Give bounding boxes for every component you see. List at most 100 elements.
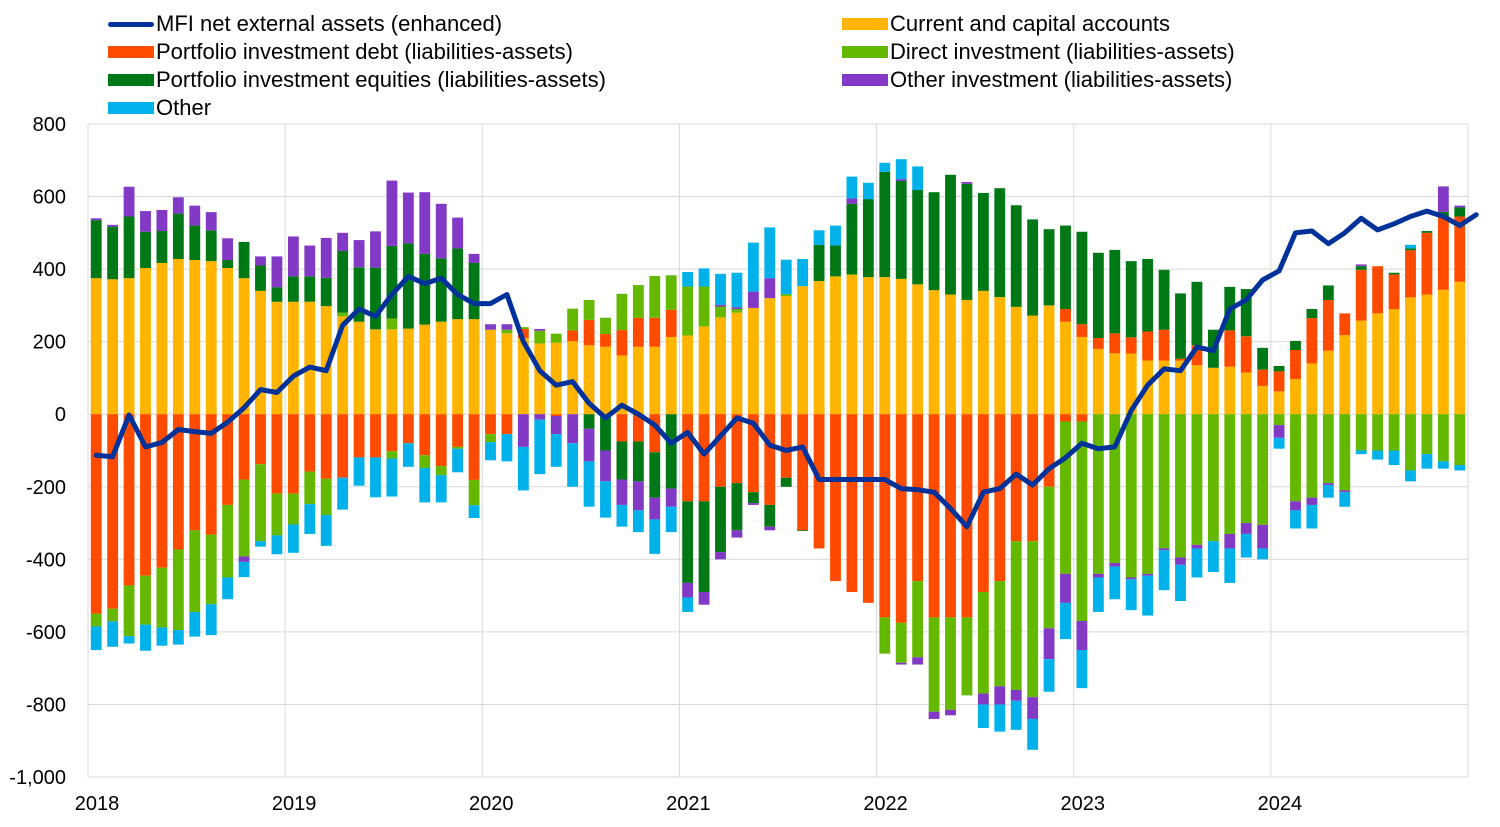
- bar-other: [682, 597, 694, 612]
- bar-current-capital: [1421, 294, 1433, 415]
- bar-portfolio-equities: [386, 245, 398, 319]
- bar-portfolio-debt: [550, 414, 562, 417]
- bar-portfolio-debt: [912, 414, 924, 582]
- bar-portfolio-equities: [156, 231, 168, 263]
- bar-portfolio-debt: [1060, 414, 1071, 422]
- bar-other: [1405, 470, 1416, 482]
- bar-current-capital: [222, 268, 234, 415]
- bar-other-investment: [501, 324, 513, 330]
- bar-other-investment: [534, 414, 546, 420]
- bar-portfolio-debt: [271, 414, 283, 494]
- bar-other: [1092, 577, 1104, 612]
- bar-other-investment: [534, 328, 546, 331]
- bar-current-capital: [1388, 309, 1400, 415]
- bar-other-investment: [550, 416, 562, 435]
- bar-other: [386, 458, 398, 497]
- bar-portfolio-equities: [1405, 248, 1416, 251]
- x-tick-label: 2019: [272, 793, 317, 815]
- bar-direct-investment: [1372, 414, 1384, 451]
- bar-portfolio-debt: [1076, 414, 1088, 422]
- x-tick-label: 2020: [469, 793, 514, 815]
- bar-current-capital: [271, 301, 283, 415]
- bar-current-capital: [534, 343, 546, 415]
- bar-current-capital: [879, 277, 891, 415]
- bar-other-investment: [731, 307, 743, 310]
- legend-swatch: [842, 18, 888, 30]
- bar-other: [895, 159, 907, 180]
- bar-portfolio-equities: [912, 190, 924, 285]
- bar-portfolio-debt: [1372, 266, 1384, 314]
- bar-current-capital: [90, 278, 102, 415]
- y-tick-label: -400: [26, 549, 66, 571]
- bar-portfolio-debt: [764, 414, 776, 505]
- bar-portfolio-equities: [304, 276, 316, 302]
- bar-other: [90, 626, 102, 651]
- bar-other: [370, 457, 381, 498]
- bar-other-investment: [353, 240, 365, 268]
- bar-portfolio-debt: [879, 414, 891, 618]
- bar-direct-investment: [1306, 414, 1318, 498]
- bar-other-investment: [747, 291, 759, 308]
- bar-other: [255, 541, 266, 547]
- bar-portfolio-equities: [1043, 229, 1055, 306]
- legend-label: Current and capital accounts: [890, 11, 1171, 36]
- bar-portfolio-equities: [1010, 205, 1022, 307]
- bar-current-capital: [1207, 367, 1219, 415]
- bar-portfolio-debt: [402, 414, 414, 444]
- bar-direct-investment: [1207, 414, 1219, 542]
- legend-swatch: [842, 74, 888, 86]
- bar-current-capital: [698, 326, 710, 415]
- y-tick-label: 400: [33, 259, 66, 281]
- bar-other: [1175, 564, 1186, 602]
- bar-direct-investment: [271, 493, 283, 536]
- bar-other: [1125, 579, 1137, 611]
- y-tick-label: -800: [26, 694, 66, 716]
- bar-portfolio-debt: [945, 414, 956, 618]
- bar-direct-investment: [912, 581, 924, 658]
- bar-direct-investment: [994, 581, 1006, 687]
- bar-direct-investment: [945, 617, 956, 710]
- bar-portfolio-debt: [616, 414, 628, 442]
- bar-current-capital: [994, 297, 1006, 415]
- bar-current-capital: [1076, 336, 1088, 415]
- bar-direct-investment: [189, 530, 201, 612]
- bar-current-capital: [452, 319, 464, 415]
- bar-portfolio-debt: [1339, 313, 1351, 336]
- bar-direct-investment: [632, 285, 644, 318]
- y-tick-label: -1,000: [9, 767, 66, 789]
- bar-portfolio-debt: [1043, 414, 1055, 487]
- bar-portfolio-equities: [271, 287, 283, 302]
- bar-other: [747, 242, 759, 292]
- bar-other: [468, 505, 480, 518]
- bar-direct-investment: [452, 446, 464, 449]
- bar-current-capital: [895, 278, 907, 415]
- bar-portfolio-debt: [386, 414, 398, 452]
- bar-portfolio-debt: [846, 414, 858, 592]
- bar-direct-investment: [1027, 541, 1039, 698]
- bar-current-capital: [1372, 313, 1384, 415]
- bar-other: [1158, 550, 1170, 591]
- bar-other: [287, 524, 299, 553]
- bar-direct-investment: [1076, 421, 1088, 622]
- bar-current-capital: [435, 321, 447, 415]
- bar-other: [583, 461, 595, 507]
- bar-portfolio-debt: [632, 414, 644, 442]
- bar-portfolio-equities: [649, 452, 661, 498]
- legend-item-current-capital-accounts: Current and capital accounts: [842, 10, 1170, 38]
- bar-portfolio-equities: [879, 171, 891, 278]
- bar-portfolio-equities: [846, 203, 858, 275]
- bar-other: [222, 577, 234, 600]
- bar-other-investment: [665, 488, 677, 507]
- bar-portfolio-debt: [1125, 337, 1137, 354]
- legend-swatch: [842, 46, 888, 58]
- bar-portfolio-equities: [1388, 272, 1400, 275]
- bar-current-capital: [912, 284, 924, 415]
- bar-current-capital: [1290, 379, 1301, 415]
- bar-portfolio-equities: [1322, 285, 1334, 300]
- legend-item-other: Other: [108, 94, 211, 122]
- bar-other: [665, 506, 677, 533]
- bar-current-capital: [928, 290, 940, 415]
- bar-portfolio-equities: [813, 244, 825, 282]
- bar-current-capital: [1355, 320, 1367, 415]
- bar-other-investment: [649, 497, 661, 520]
